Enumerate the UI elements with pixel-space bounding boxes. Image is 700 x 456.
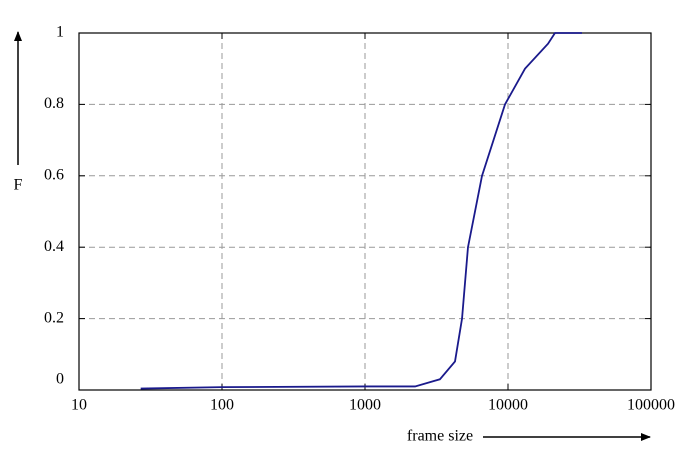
x-axis-label: frame size — [407, 428, 473, 445]
y-tick-label: 0 — [56, 371, 64, 388]
x-tick-label: 10 — [71, 397, 87, 414]
y-tick-label: 1 — [56, 24, 64, 41]
y-axis-label: F — [14, 177, 23, 194]
x-tick-label: 1000 — [349, 397, 381, 414]
y-tick-label: 0.4 — [44, 238, 64, 255]
x-tick-label: 10000 — [488, 397, 528, 414]
x-tick-label: 100000 — [627, 397, 675, 414]
data-line — [140, 32, 582, 390]
plot-frame — [78, 32, 652, 391]
y-tick-label: 0.8 — [44, 95, 64, 112]
x-tick-label: 100 — [210, 397, 234, 414]
y-tick-label: 0.2 — [44, 309, 64, 326]
y-tick-label: 0.6 — [44, 166, 64, 183]
